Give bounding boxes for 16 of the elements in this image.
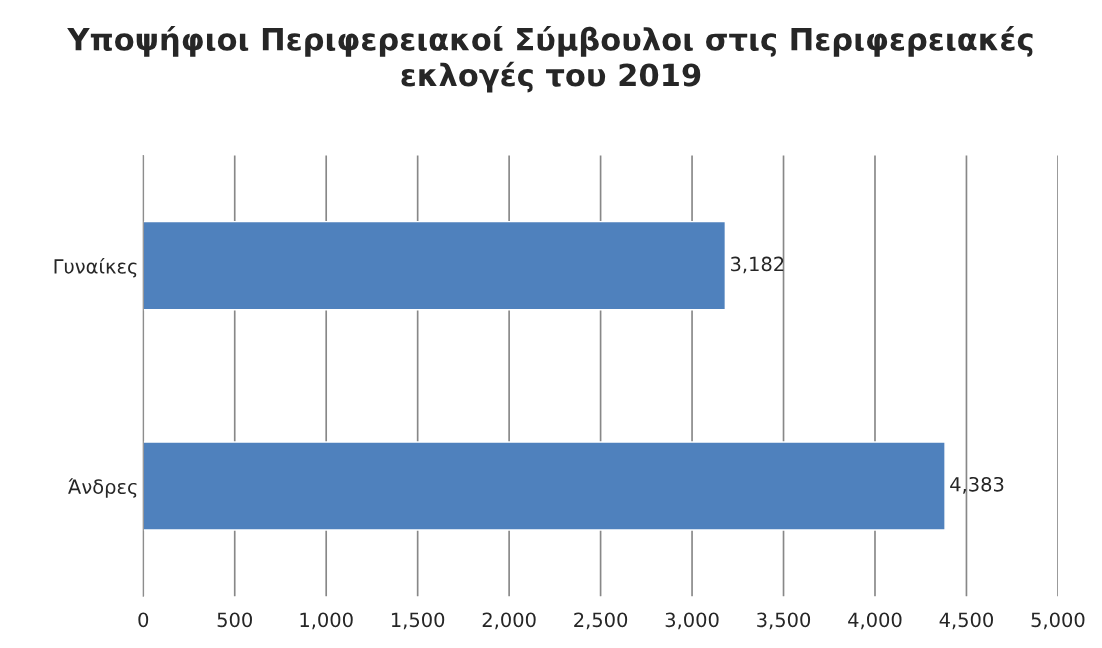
x-tick-label: 3,000	[665, 612, 719, 630]
data-label: 3,182	[731, 256, 784, 274]
x-tick-label: 1,000	[300, 612, 353, 630]
x-tick-label: 4,500	[939, 612, 993, 630]
x-tick-label: 2,500	[574, 612, 628, 630]
x-tick-label: 1,500	[391, 612, 445, 630]
x-tick-label: 3,500	[757, 612, 811, 630]
chart-title: Υποψήφιοι Περιφερειακοί Σύμβουλοι στις Περιφερειακές εκλογές του 2019	[67, 25, 1033, 93]
x-tick-label: 500	[217, 612, 252, 628]
x-tick-label: 5,000	[1031, 612, 1085, 630]
y-tick-label: Γυναίκες	[54, 257, 137, 278]
x-tick-label: 0	[138, 612, 149, 628]
data-label: 4,383	[950, 476, 1004, 494]
y-tick-label: Άνδρες	[68, 478, 137, 498]
x-tick-label: 4,000	[848, 612, 902, 630]
x-tick-label: 2,000	[482, 612, 536, 630]
